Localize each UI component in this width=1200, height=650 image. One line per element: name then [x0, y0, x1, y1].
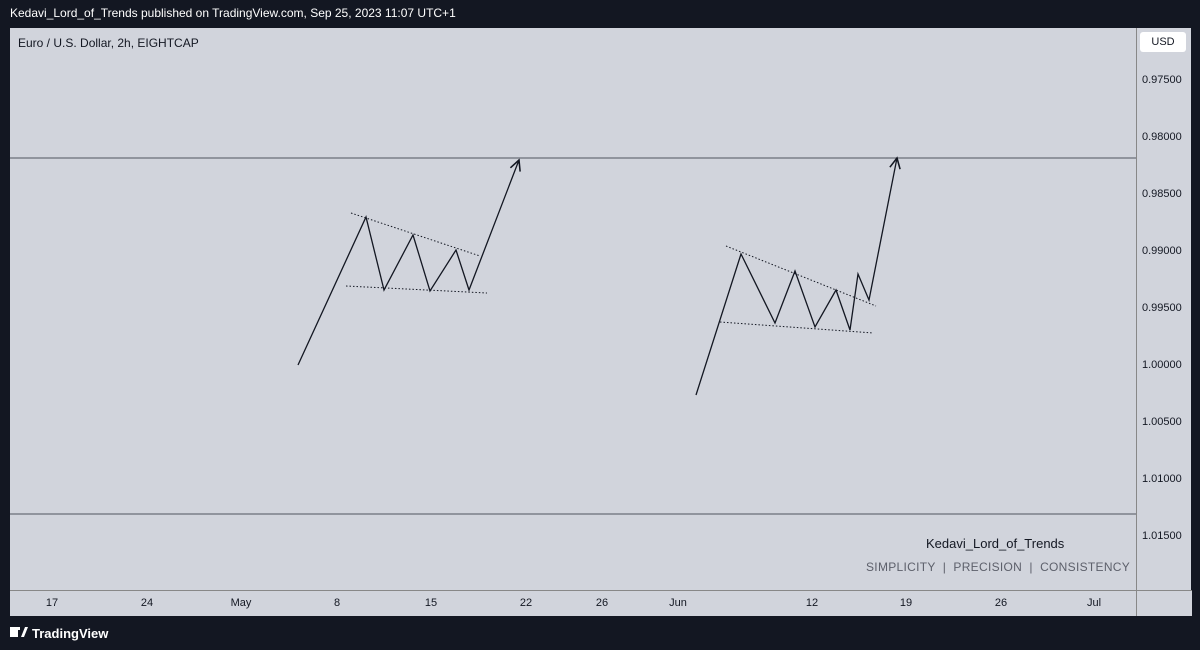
price-label: 0.99000 [1142, 245, 1182, 257]
time-label: 12 [805, 597, 819, 609]
watermark-name: Kedavi_Lord_of_Trends [926, 536, 1065, 551]
time-label: 15 [424, 597, 438, 609]
time-label: 8 [333, 597, 341, 609]
price-axis [1136, 28, 1191, 590]
price-label: 0.99500 [1142, 302, 1182, 314]
trend-line [350, 212, 481, 257]
time-label: 22 [519, 597, 533, 609]
watermark-tagline: SIMPLICITY | PRECISION | CONSISTENCY [866, 560, 1131, 574]
price-label: 1.00500 [1142, 416, 1182, 428]
time-label: May [230, 597, 252, 609]
publisher-line: Kedavi_Lord_of_Trends published on Tradi… [10, 6, 456, 20]
chart-pane [10, 28, 1136, 590]
time-label: 26 [994, 597, 1008, 609]
time-label: 19 [899, 597, 913, 609]
price-label: 0.98000 [1142, 131, 1182, 143]
pattern-path [297, 160, 519, 366]
symbol-title: Euro / U.S. Dollar, 2h, EIGHTCAP [18, 36, 199, 50]
time-label: Jul [1086, 597, 1102, 609]
price-label: 1.01000 [1142, 473, 1182, 485]
trend-line [719, 321, 874, 334]
price-label: 0.98500 [1142, 188, 1182, 200]
trend-line [345, 285, 488, 294]
time-axis [10, 590, 1136, 616]
currency-button[interactable]: USD [1140, 32, 1186, 52]
time-label: 26 [595, 597, 609, 609]
brand: TradingView [32, 626, 109, 641]
tv-logo [10, 627, 28, 637]
time-label: 24 [140, 597, 154, 609]
price-label: 1.00000 [1142, 359, 1182, 371]
time-label: Jun [669, 597, 687, 609]
price-label: 0.97500 [1142, 74, 1182, 86]
axis-corner [1136, 590, 1192, 616]
price-label: 1.01500 [1142, 530, 1182, 542]
trend-line [725, 245, 877, 307]
pattern-path [695, 158, 897, 396]
time-label: 17 [45, 597, 59, 609]
